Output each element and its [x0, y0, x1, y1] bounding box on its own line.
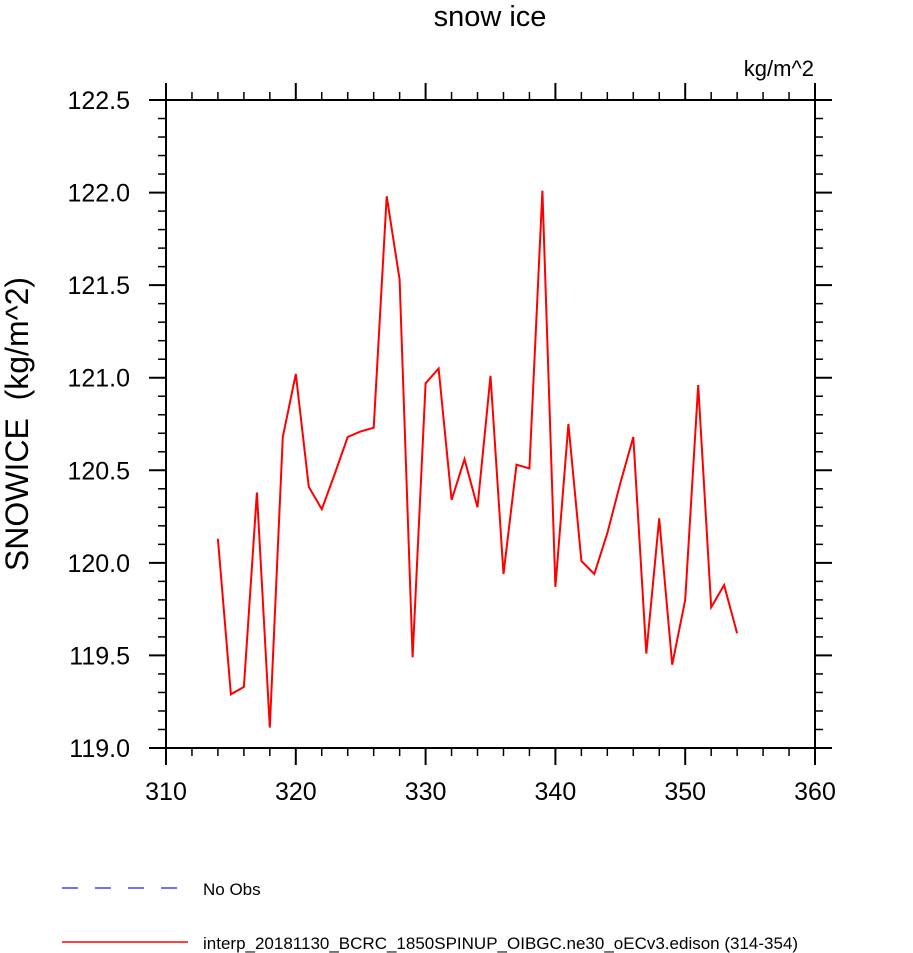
legend-label: No Obs [203, 880, 261, 899]
y-tick-label: 121.5 [67, 272, 130, 300]
y-tick-label: 119.0 [69, 735, 130, 763]
legend-label: interp_20181130_BCRC_1850SPINUP_OIBGC.ne… [203, 934, 798, 953]
x-tick-label: 340 [535, 778, 577, 806]
chart-title: snow ice [434, 1, 547, 33]
y-tick-label: 119.5 [69, 642, 130, 670]
x-tick-label: 330 [405, 778, 447, 806]
x-tick-label: 360 [794, 778, 836, 806]
x-tick-label: 320 [275, 778, 317, 806]
y-tick-label: 120.0 [67, 550, 130, 578]
y-tick-label: 122.0 [67, 180, 130, 208]
series-line [216, 190, 739, 728]
y-tick-labels: 119.0 119.5 120.0 120.5 121.0 121.5 122.0 122.5 [67, 87, 130, 763]
y-axis-label: SNOWICE (kg/m^2) [0, 277, 35, 571]
x-tick-label: 310 [145, 778, 187, 806]
series-group [216, 190, 739, 728]
x-tick-label: 350 [664, 778, 706, 806]
y-tick-label: 122.5 [67, 87, 130, 115]
major-ticks [149, 83, 832, 765]
legend: No Obs interp_20181130_BCRC_1850SPINUP_OI… [62, 880, 798, 953]
plot-frame [165, 99, 816, 749]
units-label: kg/m^2 [744, 56, 814, 81]
y-tick-label: 121.0 [67, 365, 130, 393]
minor-ticks [158, 92, 823, 756]
x-tick-labels: 310 320 330 340 350 360 [145, 778, 836, 806]
y-tick-label: 120.5 [67, 457, 130, 485]
